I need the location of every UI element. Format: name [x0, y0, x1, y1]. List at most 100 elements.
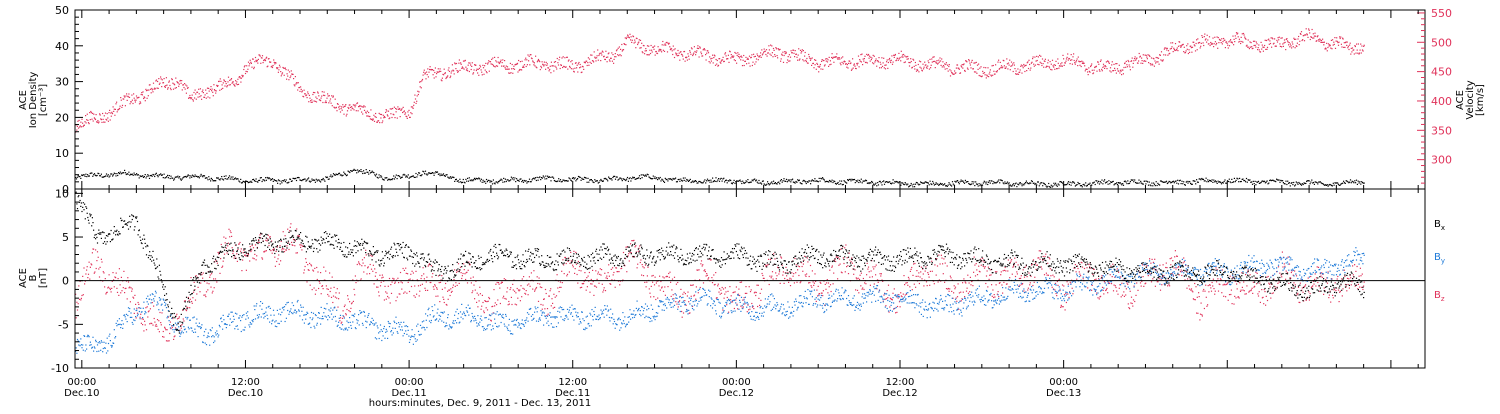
- velocity-point: [677, 49, 679, 52]
- bz-point: [698, 269, 700, 271]
- ion-density-point: [241, 182, 243, 184]
- bz-point: [676, 303, 678, 305]
- ion-density-point: [756, 181, 758, 183]
- velocity-point: [964, 69, 966, 72]
- ion-density-point: [909, 184, 911, 187]
- bz-point: [342, 310, 344, 312]
- ion-density-point: [474, 178, 476, 181]
- ion-density-point: [694, 180, 696, 182]
- velocity-point: [948, 64, 950, 66]
- velocity-point: [583, 68, 585, 70]
- velocity-point: [1172, 51, 1174, 53]
- velocity-point: [404, 113, 406, 115]
- ion-density-point: [509, 180, 511, 182]
- velocity-point: [698, 56, 700, 58]
- ion-density-point: [164, 177, 166, 179]
- bz-point: [294, 240, 296, 242]
- bz-point: [804, 274, 806, 276]
- ion-density-point: [580, 179, 582, 181]
- bz-point: [534, 290, 536, 292]
- ion-density-point: [388, 178, 390, 180]
- ion-density-point: [987, 183, 989, 186]
- ion-density-point: [1173, 182, 1175, 184]
- bz-point: [649, 292, 651, 294]
- ion-density-point: [1149, 184, 1151, 186]
- ion-density-point: [1050, 184, 1052, 186]
- ion-density-point: [497, 182, 499, 184]
- velocity-point: [250, 62, 252, 64]
- velocity-point: [1164, 47, 1166, 49]
- ion-density-point: [645, 175, 647, 177]
- bz-point: [719, 288, 721, 290]
- ion-density-point: [492, 179, 494, 181]
- bz-point: [434, 285, 436, 287]
- ion-density-point: [586, 181, 588, 183]
- velocity-point: [439, 68, 441, 70]
- ion-density-point: [1310, 181, 1312, 183]
- bz-point: [786, 275, 788, 277]
- ion-density-point: [155, 172, 157, 174]
- velocity-point: [322, 101, 324, 104]
- ion-density-point: [1239, 177, 1241, 179]
- velocity-point: [724, 53, 726, 55]
- velocity-point: [1028, 59, 1030, 61]
- bz-point: [434, 284, 436, 286]
- ion-density-point: [504, 178, 506, 180]
- ion-density-point: [288, 181, 290, 183]
- velocity-point: [972, 68, 974, 70]
- bz-point: [854, 269, 856, 271]
- bz-point: [472, 290, 474, 292]
- ion-density-point: [655, 178, 657, 180]
- velocity-point: [877, 60, 879, 62]
- velocity-point: [1107, 60, 1109, 62]
- ion-density-point: [1213, 179, 1215, 181]
- velocity-point: [574, 62, 577, 64]
- velocity-point: [631, 39, 633, 41]
- ion-density-point: [1218, 181, 1220, 183]
- velocity-point: [344, 105, 346, 107]
- velocity-point: [669, 49, 671, 51]
- velocity-point: [420, 81, 422, 83]
- ion-density-point: [280, 180, 282, 182]
- bz-point: [695, 286, 697, 288]
- velocity-point: [336, 103, 339, 105]
- bz-point: [847, 265, 849, 267]
- velocity-point: [1118, 64, 1120, 66]
- velocity-point: [648, 54, 650, 56]
- velocity-point: [481, 74, 483, 76]
- ion-density-point: [1125, 181, 1127, 183]
- velocity-point: [981, 75, 983, 77]
- bz-point: [601, 269, 603, 271]
- velocity-point: [155, 79, 158, 81]
- ion-density-point: [934, 183, 936, 185]
- bz-point: [140, 322, 142, 324]
- ion-density-point: [1134, 179, 1136, 181]
- bz-point: [577, 260, 579, 263]
- bz-point: [401, 288, 403, 290]
- bz-point: [749, 308, 751, 310]
- bz-point: [680, 288, 682, 290]
- ion-density-point: [343, 171, 345, 173]
- velocity-point: [563, 65, 565, 67]
- ion-density-point: [1167, 182, 1169, 184]
- velocity-point: [223, 79, 225, 81]
- bz-point: [539, 283, 541, 285]
- bz-point: [593, 285, 596, 287]
- velocity-point: [420, 87, 422, 89]
- velocity-point: [614, 56, 616, 58]
- ion-density-point: [1260, 181, 1262, 184]
- ion-density-point: [279, 183, 281, 185]
- ion-density-point: [751, 179, 753, 181]
- velocity-point: [1308, 29, 1310, 31]
- velocity-point: [495, 60, 497, 62]
- velocity-point: [968, 60, 970, 62]
- ion-density-point: [135, 174, 137, 176]
- velocity-point: [186, 85, 188, 87]
- velocity-point: [573, 71, 575, 73]
- bz-point: [839, 263, 841, 265]
- ion-density-point: [799, 182, 801, 184]
- bz-point: [390, 284, 392, 286]
- ion-density-point: [300, 179, 302, 181]
- velocity-point: [724, 52, 727, 54]
- velocity-point: [1118, 70, 1120, 72]
